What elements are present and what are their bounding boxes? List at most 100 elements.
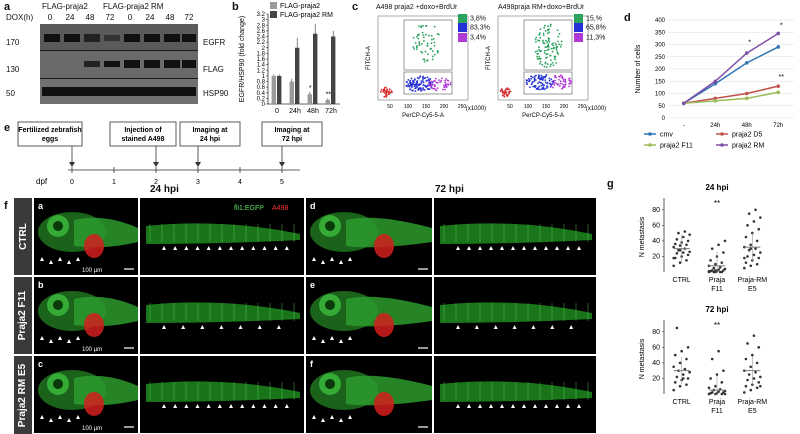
data-point	[685, 383, 688, 386]
bar	[289, 81, 294, 104]
flow-event	[537, 77, 540, 80]
timepoint: 24	[65, 13, 75, 22]
data-point	[713, 99, 718, 103]
flow-event	[422, 34, 425, 36]
mw-170: 170	[6, 38, 20, 47]
data-point	[746, 224, 749, 227]
col-24hpi-header: 24 hpi	[150, 184, 179, 195]
flow-event	[412, 46, 415, 48]
flow-event	[549, 59, 552, 62]
flow-event	[552, 86, 554, 89]
flow-event	[544, 81, 547, 84]
data-point	[712, 266, 716, 270]
flow-event	[555, 82, 558, 85]
data-point	[688, 370, 691, 374]
metastasis-marker	[181, 325, 186, 329]
legend-swatch	[270, 2, 277, 9]
y-tick-label: 300	[655, 43, 666, 49]
flow-event	[569, 80, 571, 82]
data-point	[677, 231, 680, 235]
flow-event	[405, 80, 408, 83]
flow-event	[555, 62, 558, 64]
flow-event	[430, 80, 433, 83]
y-tick-label: 2.8	[257, 23, 266, 29]
fish-body	[346, 296, 432, 327]
metastasis-marker	[566, 404, 570, 408]
flow-event	[435, 81, 438, 84]
data-point	[722, 251, 725, 254]
zebrafish-image-grid: a b c d e f 100 µm 100 µm 100 µm fli1:EGFP A498	[34, 198, 596, 433]
flow-event	[547, 43, 550, 46]
y-tick-label: 80	[652, 329, 660, 336]
y-tick-label: 400	[655, 18, 666, 24]
flow-event	[533, 80, 536, 83]
flow-y-label: FITCH-A	[366, 46, 372, 70]
timepoint: 48	[165, 13, 175, 22]
flow-event	[554, 58, 556, 61]
fish-body	[346, 217, 432, 248]
timepoint: 0	[127, 13, 133, 22]
data-point	[717, 390, 720, 393]
flow-legend-2: 15,% 65,8% 11,3%	[574, 14, 606, 42]
flow-event	[413, 85, 416, 88]
metastasis-marker	[511, 404, 515, 408]
flow-event	[423, 77, 426, 80]
data-point	[749, 388, 753, 392]
flow-event	[433, 41, 436, 44]
x-tick-label: 72h	[325, 108, 337, 115]
flow-event	[434, 77, 437, 80]
data-point	[743, 369, 746, 372]
data-point	[754, 247, 757, 250]
metastasis-marker	[348, 415, 352, 419]
flow-event	[561, 83, 564, 85]
legend-marker	[648, 143, 652, 147]
arrowhead	[153, 162, 159, 167]
data-point	[709, 259, 712, 262]
legend-label: cmv	[660, 132, 673, 139]
flow-event	[569, 82, 572, 85]
flow-event	[560, 74, 563, 77]
flow-event	[546, 49, 549, 52]
flow-event	[539, 57, 542, 60]
metastasis-marker	[67, 260, 71, 264]
flow-event	[433, 25, 436, 28]
data-point	[710, 247, 714, 250]
timeline-box-text: Imaging at	[192, 127, 228, 134]
flow-event	[557, 78, 560, 81]
metastasis-marker	[550, 325, 555, 329]
bar	[331, 36, 336, 104]
flow-event	[426, 42, 429, 45]
data-point	[714, 384, 717, 388]
flow-event	[422, 87, 424, 89]
flow-event	[544, 29, 547, 32]
data-point	[672, 264, 675, 268]
flow-x-unit: (x1000)	[466, 106, 486, 112]
flow-event	[432, 55, 434, 58]
y-tick-label: 200	[655, 67, 666, 73]
data-point	[675, 238, 679, 241]
data-point	[744, 261, 748, 264]
data-point	[672, 365, 675, 369]
metastasis-marker	[321, 418, 325, 422]
data-point	[713, 79, 718, 84]
tumor-cells	[374, 313, 394, 337]
x-tick-label: Praja	[709, 277, 725, 284]
y-tick-label: 60	[652, 222, 660, 229]
metastasis-marker	[251, 246, 256, 250]
data-point	[686, 253, 690, 257]
flow-event	[447, 79, 450, 82]
flow-event	[554, 82, 556, 84]
metastasis-marker	[229, 404, 233, 408]
metastasis-marker	[339, 339, 343, 343]
flow-event	[534, 85, 537, 87]
timeline-tick-label: 0	[70, 179, 74, 186]
flow-legend-1-item: 83,3%	[470, 24, 490, 32]
flow-event	[560, 43, 563, 46]
flow-event	[433, 87, 436, 90]
metastasis-marker	[195, 404, 200, 408]
flow-event	[536, 55, 538, 58]
timeline-box-text: Fertilized zebrafish	[18, 127, 81, 134]
data-point	[743, 256, 746, 260]
metastasis-marker	[184, 404, 189, 408]
flow-event	[550, 63, 552, 66]
